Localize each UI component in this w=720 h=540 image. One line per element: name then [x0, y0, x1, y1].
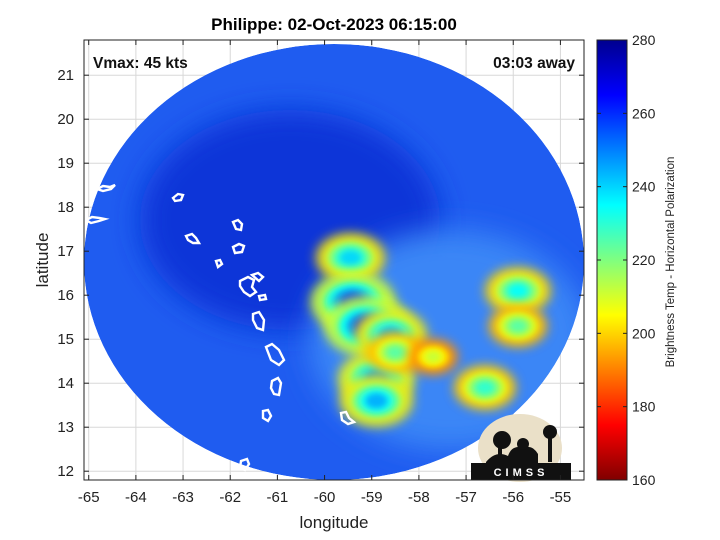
x-tick-label: -63 — [172, 489, 194, 506]
coastline — [231, 218, 244, 232]
colorbar-tick-label: 160 — [632, 472, 656, 488]
vmax-label: Vmax: 45 kts — [93, 55, 188, 72]
logo-text: CIMSS — [494, 467, 549, 479]
convective-cell — [340, 250, 361, 265]
coastline — [269, 376, 283, 397]
x-tick-labels: -65 -64 -63 -62 -61 -60 -59 -58 -57 -56 -55 — [78, 489, 571, 506]
y-tick-label: 18 — [57, 199, 74, 216]
y-tick-label: 21 — [57, 67, 74, 84]
y-axis-label: latitude — [33, 233, 52, 288]
convective-features — [311, 233, 551, 426]
x-tick-label: -57 — [455, 489, 477, 506]
colorbar-tick-label: 200 — [632, 325, 656, 341]
x-tick-label: -64 — [125, 489, 147, 506]
y-tick-label: 12 — [57, 463, 74, 480]
convective-cell — [508, 284, 528, 298]
coastline — [93, 183, 116, 193]
coastline — [238, 275, 258, 298]
convective-cell — [386, 346, 404, 359]
y-tick-label: 14 — [57, 375, 74, 392]
logo-dish-stand — [498, 446, 502, 460]
colorbar-tick-label: 280 — [632, 32, 656, 48]
y-tick-label: 15 — [57, 331, 74, 348]
colorbar-tick-label: 180 — [632, 399, 656, 415]
logo-dish-small-icon — [517, 438, 529, 450]
cimss-logo: CIMSS — [471, 414, 571, 482]
colorbar-tick-label: 220 — [632, 252, 656, 268]
y-tick-labels: 12 13 14 15 16 17 18 19 20 21 — [57, 67, 74, 480]
coastline — [184, 232, 202, 245]
coastline — [251, 310, 266, 332]
time-away-label: 03:03 away — [493, 55, 575, 72]
logo-dish-icon — [493, 431, 511, 449]
convective-cell — [365, 393, 388, 409]
y-tick-label: 13 — [57, 419, 74, 436]
convective-cell — [509, 319, 527, 333]
x-tick-label: -59 — [361, 489, 383, 506]
y-tick-label: 17 — [57, 243, 74, 260]
coastline — [261, 408, 273, 423]
island-coastlines — [84, 183, 357, 472]
colorbar-tick-label: 260 — [632, 105, 656, 121]
axes-frame — [83, 39, 585, 481]
y-tick-label: 16 — [57, 287, 74, 304]
x-tick-label: -55 — [550, 489, 572, 506]
logo-tower-tank-icon — [543, 425, 557, 439]
y-tick-label: 19 — [57, 155, 74, 172]
x-tick-label: -61 — [267, 489, 289, 506]
logo-tower-icon — [548, 438, 552, 462]
coastline — [264, 342, 286, 367]
colorbar-ticks: 160 180 200 220 240 260 280 — [597, 32, 656, 488]
coastline — [84, 215, 110, 225]
x-tick-label: -56 — [502, 489, 524, 506]
coastline — [257, 293, 268, 302]
coastline — [214, 258, 224, 269]
x-tick-label: -65 — [78, 489, 100, 506]
colorbar-tick-label: 240 — [632, 179, 656, 195]
coastline — [231, 242, 246, 255]
x-tick-label: -60 — [314, 489, 336, 506]
logo-banner — [471, 463, 571, 480]
chart-title: Philippe: 02-Oct-2023 06:15:00 — [211, 15, 457, 34]
x-axis-label: longitude — [299, 513, 368, 532]
colorbar — [596, 39, 628, 481]
convective-cell — [475, 381, 495, 394]
coastline — [171, 192, 185, 203]
coastline — [339, 410, 357, 426]
coastline — [249, 271, 265, 283]
x-tick-label: -58 — [408, 489, 430, 506]
brightness-temperature-field — [84, 44, 584, 480]
coastline — [238, 457, 251, 472]
y-tick-label: 20 — [57, 111, 74, 128]
colorbar-label: Brightness Temp - Horizontal Polarizatio… — [665, 157, 677, 368]
axis-ticks — [84, 40, 584, 480]
convective-cell — [425, 351, 441, 362]
x-tick-label: -62 — [219, 489, 241, 506]
